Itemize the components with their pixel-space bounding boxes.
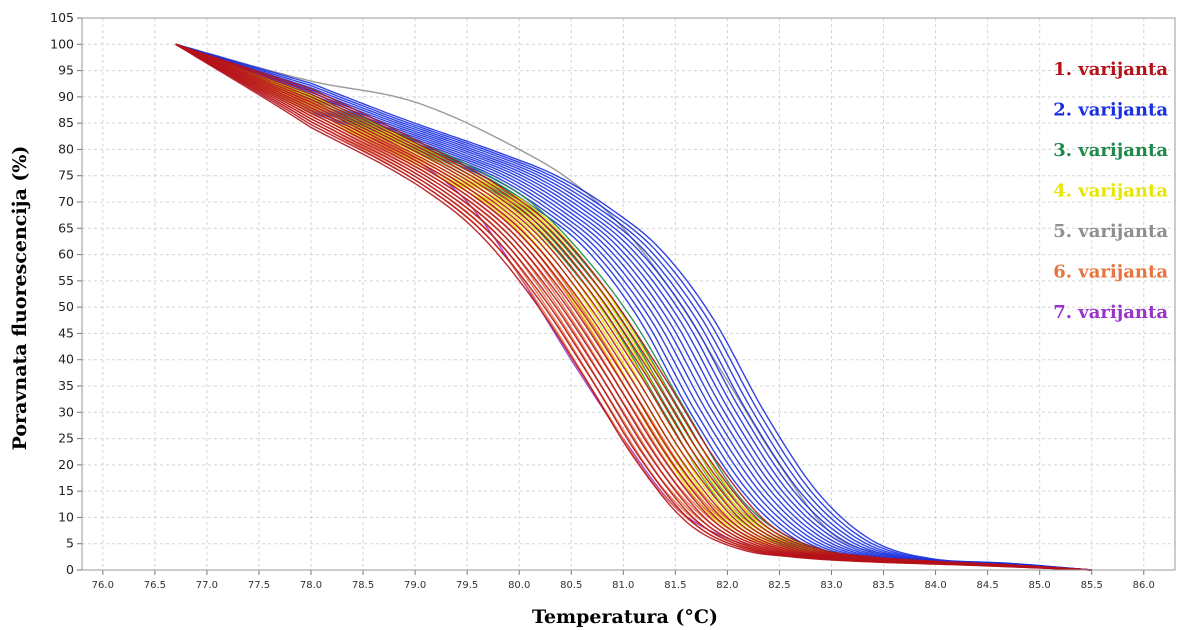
series-layer <box>175 43 1092 571</box>
axes: 76.0 76.5 77.0 77.5 78.0 78.5 79.0 79.5 80.0 80.5… <box>50 10 1176 591</box>
y-axis-title: Poravnata fluorescencija (%) <box>9 146 31 451</box>
legend-item-2: 2. varijanta <box>1053 100 1168 121</box>
x-tick-label: 78.0 <box>300 580 322 591</box>
y-tick-label: 15 <box>58 483 74 498</box>
y-tick-label: 70 <box>58 194 74 209</box>
y-tick-label: 75 <box>58 168 74 183</box>
y-tick-label: 100 <box>50 36 74 51</box>
legend-item-7: 7. varijanta <box>1053 302 1168 323</box>
x-tick-label: 85.5 <box>1081 580 1103 591</box>
y-tick-label: 50 <box>58 299 74 314</box>
y-tick-label: 105 <box>50 10 74 25</box>
x-tick-label: 83.5 <box>872 580 894 591</box>
x-tick-label: 81.5 <box>664 580 686 591</box>
x-tick-label: 81.0 <box>612 580 634 591</box>
legend: 1. varijanta 2. varijanta 3. varijanta 4. v… <box>1053 59 1168 323</box>
y-tick-label: 55 <box>58 273 74 288</box>
series-1 <box>175 43 1092 571</box>
x-tick-label: 83.0 <box>820 580 842 591</box>
y-tick-label: 0 <box>66 562 74 577</box>
grid <box>82 17 1175 571</box>
y-tick-label: 85 <box>58 115 74 130</box>
legend-item-5: 5. varijanta <box>1053 221 1168 242</box>
x-tick-label: 80.0 <box>508 580 530 591</box>
x-tick-label: 82.0 <box>716 580 738 591</box>
x-tick-label: 85.0 <box>1029 580 1051 591</box>
x-tick-label: 79.0 <box>404 580 426 591</box>
y-tick-label: 95 <box>58 63 74 78</box>
plot-border <box>81 17 1176 571</box>
legend-item-3: 3. varijanta <box>1053 140 1168 161</box>
x-tick-label: 77.5 <box>248 580 270 591</box>
y-tick-label: 25 <box>58 431 74 446</box>
x-tick-label: 86.0 <box>1133 580 1155 591</box>
y-tick-label: 20 <box>58 457 74 472</box>
y-tick-label: 65 <box>58 220 74 235</box>
x-tick-label: 84.0 <box>924 580 946 591</box>
y-tick-label: 35 <box>58 378 74 393</box>
x-tick-label: 78.5 <box>352 580 374 591</box>
y-tick-label: 45 <box>58 325 74 340</box>
x-tick-label: 82.5 <box>768 580 790 591</box>
y-tick-label: 5 <box>66 536 74 551</box>
x-tick-label: 84.5 <box>976 580 998 591</box>
x-tick-label: 77.0 <box>196 580 218 591</box>
y-tick-label: 40 <box>58 352 74 367</box>
y-tick-label: 90 <box>58 89 74 104</box>
x-tick-label: 76.0 <box>92 580 114 591</box>
y-tick-label: 10 <box>58 509 74 524</box>
legend-item-4: 4. varijanta <box>1053 181 1168 202</box>
x-tick-label: 79.5 <box>456 580 478 591</box>
melt-curve <box>175 43 1092 571</box>
legend-item-1: 1. varijanta <box>1053 59 1168 80</box>
melt-curve <box>175 43 1092 571</box>
y-tick-label: 30 <box>58 404 74 419</box>
x-tick-label: 80.5 <box>560 580 582 591</box>
legend-item-6: 6. varijanta <box>1053 262 1168 283</box>
x-tick-label: 76.5 <box>144 580 166 591</box>
x-axis-title: Temperatura (°C) <box>532 606 718 628</box>
y-tick-label: 80 <box>58 141 74 156</box>
y-tick-label: 60 <box>58 247 74 262</box>
